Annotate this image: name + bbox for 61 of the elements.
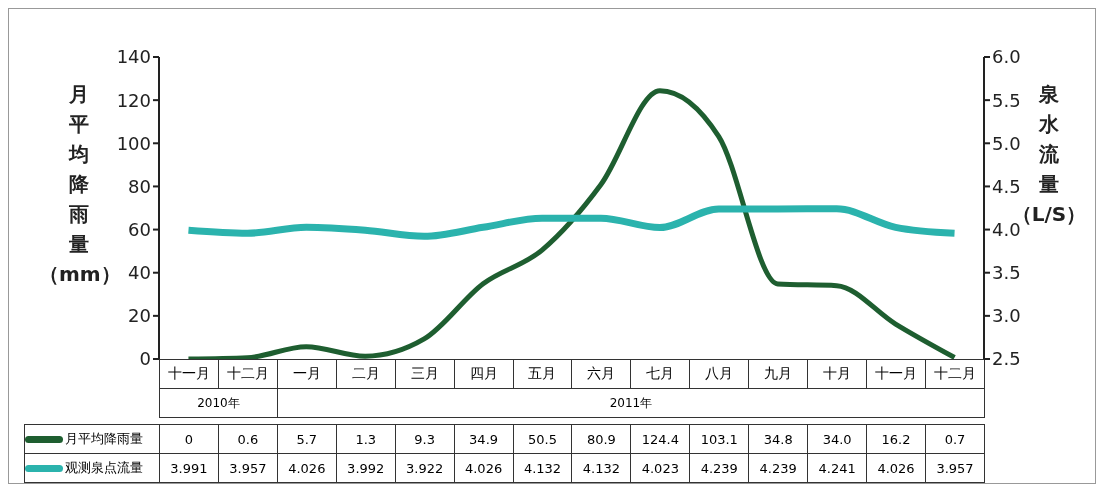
- data-label: 80.9: [571, 424, 631, 454]
- data-label: 34.8: [748, 424, 808, 454]
- text: 2011年: [277, 388, 985, 418]
- x-tick-label: 八月: [689, 359, 749, 389]
- data-label: 4.132: [513, 453, 572, 483]
- y-tick-label: 40: [128, 262, 151, 284]
- y2-tick-label: 3.5: [992, 262, 1021, 284]
- data-label: 4.239: [689, 453, 749, 483]
- data-label: 3.957: [218, 453, 278, 483]
- y2-tick-label: 3.0: [992, 305, 1021, 327]
- legend-label: 观测泉点流量: [24, 453, 160, 483]
- x-tick-label: 十一月: [866, 359, 926, 389]
- data-label: 0: [159, 424, 219, 454]
- y2-tick-label: 4.5: [992, 175, 1021, 197]
- data-label: 1.3: [336, 424, 396, 454]
- data-label: 9.3: [395, 424, 455, 454]
- y2-tick-label: 2.5: [992, 348, 1021, 370]
- x-tick-label: 十月: [807, 359, 867, 389]
- data-label: 16.2: [866, 424, 926, 454]
- y2-tick-label: 5.0: [992, 132, 1021, 154]
- data-label: 3.922: [395, 453, 455, 483]
- data-label: 34.9: [454, 424, 514, 454]
- data-label: 4.241: [807, 453, 867, 483]
- data-label: 4.023: [630, 453, 690, 483]
- y2-tick-label: 5.5: [992, 89, 1021, 111]
- y-tick-label: 60: [128, 218, 151, 240]
- x-tick-label: 五月: [513, 359, 572, 389]
- y-tick-label: 20: [128, 305, 151, 327]
- x-tick-label: 九月: [748, 359, 808, 389]
- data-label: 4.026: [277, 453, 337, 483]
- data-label: 4.132: [571, 453, 631, 483]
- y-tick-label: 120: [116, 89, 151, 111]
- legend-label: 月平均降雨量: [24, 424, 160, 454]
- y-tick-label: 140: [116, 46, 151, 68]
- data-label: 3.991: [159, 453, 219, 483]
- x-tick-label: 十二月: [218, 359, 278, 389]
- x-tick-label: 七月: [630, 359, 690, 389]
- data-label: 3.957: [925, 453, 985, 483]
- text: 2010年: [159, 388, 278, 418]
- data-label: 4.026: [866, 453, 926, 483]
- data-label: 4.026: [454, 453, 514, 483]
- x-tick-label: 十一月: [159, 359, 219, 389]
- x-tick-label: 十二月: [925, 359, 985, 389]
- data-label: 103.1: [689, 424, 749, 454]
- data-label: 5.7: [277, 424, 337, 454]
- data-label: 4.239: [748, 453, 808, 483]
- data-label: 3.992: [336, 453, 396, 483]
- x-tick-label: 六月: [571, 359, 631, 389]
- y-tick-label: 80: [128, 175, 151, 197]
- data-label: 50.5: [513, 424, 572, 454]
- data-label: 0.7: [925, 424, 985, 454]
- x-tick-label: 三月: [395, 359, 455, 389]
- x-tick-label: 四月: [454, 359, 514, 389]
- x-tick-label: 一月: [277, 359, 337, 389]
- x-tick-label: 二月: [336, 359, 396, 389]
- y2-tick-label: 4.0: [992, 218, 1021, 240]
- data-label: 0.6: [218, 424, 278, 454]
- y2-tick-label: 6.0: [992, 46, 1021, 68]
- data-label: 124.4: [630, 424, 690, 454]
- y-tick-label: 0: [139, 348, 151, 370]
- data-label: 34.0: [807, 424, 867, 454]
